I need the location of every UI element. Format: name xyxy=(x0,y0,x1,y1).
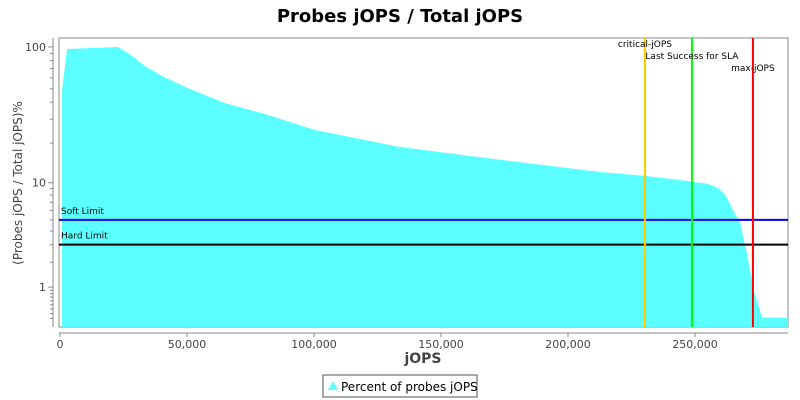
x-tick-label: 150,000 xyxy=(418,338,464,351)
legend: Percent of probes jOPS xyxy=(322,374,478,398)
legend-label: Percent of probes jOPS xyxy=(341,380,478,394)
y-tick-label: 100 xyxy=(25,41,46,54)
x-tick-label: 100,000 xyxy=(291,338,337,351)
marker-label-max-jops: max-jOPS xyxy=(731,64,775,74)
y-axis-label: (Probes jOPS / Total jOPS)% xyxy=(11,101,25,265)
x-tick-label: 50,000 xyxy=(168,338,207,351)
marker-label-last-success-for-sla: Last Success for SLA xyxy=(645,52,739,62)
marker-label-soft-limit: Soft Limit xyxy=(61,207,104,217)
y-tick-label: 1 xyxy=(39,281,46,294)
legend-marker xyxy=(328,381,338,390)
x-tick-label: 200,000 xyxy=(545,338,591,351)
marker-label-hard-limit: Hard Limit xyxy=(61,232,108,242)
plot-area: Soft Limit Hard Limit critical-jOPS Last Su… xyxy=(25,37,789,351)
y-tick-label: 10 xyxy=(32,177,46,190)
x-axis-label: jOPS xyxy=(403,351,441,367)
legend-box xyxy=(322,374,478,398)
chart-title: Probes jOPS / Total jOPS xyxy=(277,6,523,27)
x-tick-label: 250,000 xyxy=(672,338,718,351)
x-tick-label: 0 xyxy=(57,338,64,351)
marker-label-critical-jops: critical-jOPS xyxy=(618,40,672,50)
series-area-percent-of-probes-jops xyxy=(62,46,788,328)
